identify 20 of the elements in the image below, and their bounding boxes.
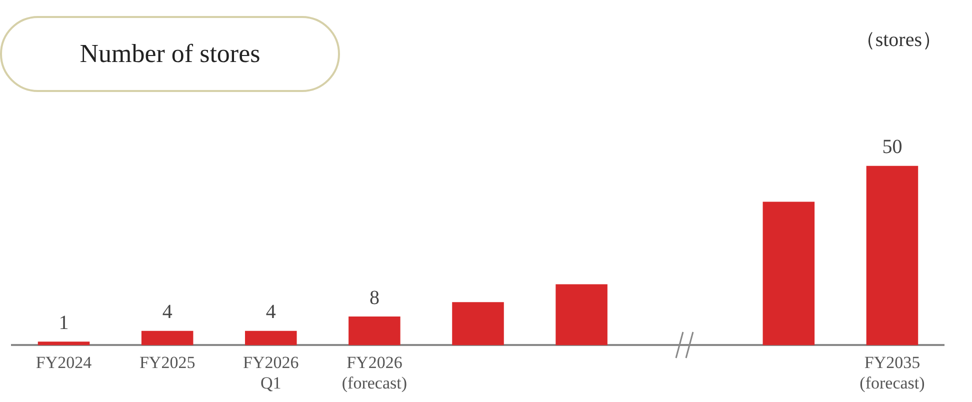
bar [556, 284, 608, 346]
bar [866, 166, 918, 346]
data-label: 50 [882, 136, 902, 158]
data-label: 4 [162, 301, 172, 324]
text: （stores） [855, 28, 942, 53]
x-tick-label: FY2026 Q1 [243, 352, 299, 392]
bar [762, 202, 815, 346]
bar [245, 330, 297, 346]
x-tick-label: FY2026 (forecast) [342, 352, 408, 392]
data-label: 4 [266, 301, 276, 324]
bar [452, 302, 504, 346]
bar [348, 316, 400, 346]
x-tick-label: FY2035 (forecast) [860, 352, 925, 392]
data-label: 1 [58, 312, 69, 334]
data-label: 8 [369, 286, 380, 309]
bar [141, 330, 194, 346]
x-tick-label: FY2025 [139, 352, 196, 372]
bar [38, 342, 90, 346]
chart-title: Number of stores [0, 16, 340, 92]
x-tick-label: FY2024 [36, 352, 92, 372]
